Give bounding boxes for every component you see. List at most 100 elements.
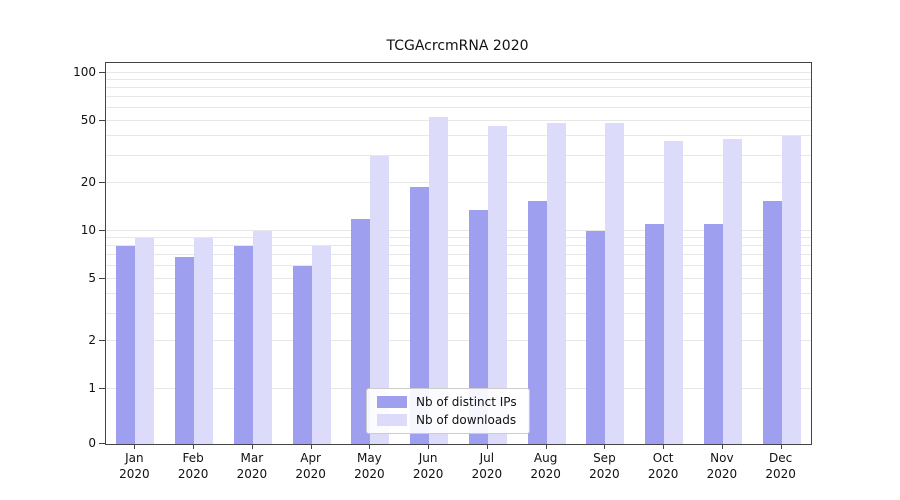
bar-distinct-ips-sep	[586, 231, 606, 444]
bar-downloads-jun	[429, 116, 449, 444]
x-tick-label-sep: Sep 2020	[573, 450, 635, 482]
x-tick-label-line: 2020	[412, 467, 444, 481]
legend-label-downloads: Nb of downloads	[416, 413, 517, 427]
legend: Nb of distinct IPs Nb of downloads	[366, 388, 530, 434]
x-tick-label-line: Sep	[593, 451, 616, 465]
x-tick-label-jan: Jan 2020	[103, 450, 165, 482]
x-tick-mark	[134, 444, 136, 449]
y-tick-mark	[99, 388, 105, 389]
x-tick-label-line: Apr	[300, 451, 321, 465]
x-tick-label-line: Jul	[479, 451, 495, 465]
y-tick-mark	[99, 72, 105, 73]
x-tick-label-apr: Apr 2020	[280, 450, 342, 482]
x-tick-mark	[780, 444, 782, 449]
x-tick-mark	[663, 444, 665, 449]
x-tick-mark	[428, 444, 430, 449]
gridline-8	[106, 245, 811, 247]
x-tick-label-line: Oct	[652, 451, 674, 465]
x-tick-label-line: Dec	[769, 451, 793, 465]
gridline-20	[106, 182, 811, 184]
x-tick-mark	[604, 444, 606, 449]
x-tick-label-line: 2020	[589, 467, 620, 481]
gridline-6	[106, 265, 811, 267]
y-tick-label-50: 50	[80, 112, 96, 127]
x-tick-label-line: 2020	[530, 467, 561, 481]
x-tick-mark	[369, 444, 371, 449]
legend-item-downloads: Nb of downloads	[377, 413, 517, 427]
bar-distinct-ips-feb	[175, 257, 195, 444]
gridline-4	[106, 292, 811, 294]
y-tick-mark	[99, 340, 105, 342]
plot-area	[105, 62, 812, 445]
x-tick-mark	[486, 444, 488, 449]
x-tick-label-line: 2020	[471, 467, 503, 481]
bar-downloads-aug	[546, 123, 566, 444]
x-tick-label-line: Jun	[418, 451, 438, 465]
x-tick-label-line: Mar	[240, 451, 264, 465]
bar-distinct-ips-oct	[645, 224, 665, 444]
y-tick-mark	[99, 119, 105, 121]
y-tick-mark	[99, 230, 105, 231]
x-tick-label-line: 2020	[765, 467, 796, 481]
legend-swatch-downloads	[377, 414, 407, 426]
x-tick-label-line: 2020	[295, 467, 326, 481]
bar-downloads-feb	[194, 238, 214, 444]
gridline-5	[106, 277, 811, 279]
y-tick-label-1: 1	[88, 381, 96, 395]
gridline-90	[106, 79, 811, 81]
gridline-60	[106, 107, 811, 109]
bar-distinct-ips-nov	[703, 224, 723, 444]
legend-label-distinct-ips: Nb of distinct IPs	[416, 395, 517, 409]
x-tick-mark	[251, 444, 253, 449]
bar-downloads-oct	[664, 141, 684, 444]
bar-distinct-ips-dec	[762, 200, 782, 444]
bar-downloads-sep	[605, 123, 625, 444]
legend-item-distinct-ips: Nb of distinct IPs	[377, 395, 517, 409]
gridline-30	[106, 154, 811, 156]
x-tick-label-jul: Jul 2020	[456, 450, 518, 482]
x-tick-label-aug: Aug 2020	[515, 450, 577, 482]
x-tick-label-line: 2020	[119, 467, 150, 481]
bar-downloads-may	[370, 155, 390, 444]
x-tick-label-oct: Oct 2020	[632, 450, 694, 482]
x-tick-mark	[545, 444, 547, 449]
y-tick-mark	[99, 182, 105, 184]
bar-distinct-ips-may	[351, 218, 371, 444]
x-tick-label-line: May	[356, 451, 382, 465]
x-tick-mark	[310, 444, 312, 449]
gridline-3	[106, 312, 811, 314]
chart-title: TCGAcrcmRNA 2020	[386, 38, 529, 54]
bar-downloads-nov	[722, 139, 742, 444]
gridline-100	[106, 72, 811, 73]
y-tick-label-0: 0	[88, 436, 96, 450]
bar-distinct-ips-apr	[292, 266, 312, 444]
x-tick-label-line: Feb	[182, 451, 204, 465]
x-tick-label-may: May 2020	[338, 450, 400, 482]
gridline-80	[106, 87, 811, 89]
y-tick-mark	[99, 277, 105, 279]
x-tick-label-line: Aug	[533, 451, 558, 465]
bar-downloads-dec	[781, 135, 801, 444]
x-tick-label-line: 2020	[354, 467, 385, 481]
y-tick-mark	[99, 443, 105, 444]
gridline-50	[106, 119, 811, 121]
x-tick-label-line: 2020	[177, 467, 209, 481]
gridline-70	[106, 96, 811, 98]
y-tick-label-20: 20	[80, 175, 96, 190]
gridline-9	[106, 237, 811, 239]
bar-downloads-jul	[487, 126, 507, 444]
x-tick-label-mar: Mar 2020	[221, 450, 283, 482]
x-tick-label-jun: Jun 2020	[397, 450, 459, 482]
x-tick-label-dec: Dec 2020	[750, 450, 812, 482]
x-tick-label-line: Nov	[710, 451, 734, 465]
bar-distinct-ips-jul	[468, 210, 488, 444]
gridline-2	[106, 340, 811, 342]
gridline-7	[106, 254, 811, 256]
x-tick-label-feb: Feb 2020	[162, 450, 224, 482]
x-tick-label-line: Jan	[125, 451, 144, 465]
x-tick-label-line: 2020	[706, 467, 738, 481]
x-tick-label-nov: Nov 2020	[691, 450, 753, 482]
bar-downloads-jan	[135, 238, 155, 444]
y-tick-label-10: 10	[80, 223, 96, 237]
x-tick-label-line: 2020	[647, 467, 679, 481]
